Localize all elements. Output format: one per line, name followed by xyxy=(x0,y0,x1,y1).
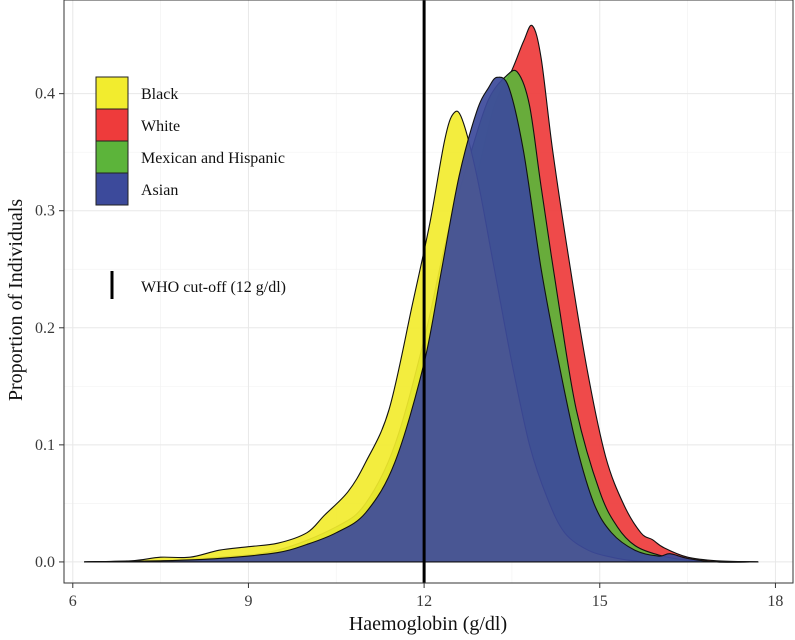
tick-layer: 6 9 12 15 18 0.0 0.1 0.2 0.3 0.4 xyxy=(35,86,783,610)
y-tick-label: 0.4 xyxy=(35,86,55,103)
y-tick-label: 0.3 xyxy=(35,203,55,220)
x-tick-label: 12 xyxy=(416,593,432,610)
x-tick-label: 15 xyxy=(592,593,608,610)
plot-panel-border xyxy=(63,0,794,584)
x-tick-label: 9 xyxy=(244,593,252,610)
y-tick-label: 0.2 xyxy=(35,320,55,337)
x-tick-label: 6 xyxy=(69,593,77,610)
series-layer xyxy=(83,24,759,563)
legend-swatch-asian xyxy=(95,172,129,206)
y-tick-label: 0.0 xyxy=(35,554,55,571)
legend: Black White Mexican and Hispanic Asian W… xyxy=(95,76,286,299)
legend-swatch-black xyxy=(95,76,129,110)
legend-reference-label: WHO cut-off (12 g/dl) xyxy=(141,279,286,296)
legend-label-mexican-hispanic: Mexican and Hispanic xyxy=(141,150,285,167)
legend-label-asian: Asian xyxy=(141,182,178,199)
y-tick-label: 0.1 xyxy=(35,437,55,454)
legend-label-black: Black xyxy=(141,86,178,103)
x-axis-title: Haemoglobin (g/dl) xyxy=(349,613,507,635)
density-area-asian xyxy=(83,76,759,563)
legend-swatch-white xyxy=(95,108,129,142)
legend-swatch-mexican-hispanic xyxy=(95,140,129,174)
y-axis-title: Proportion of Individuals xyxy=(5,199,27,401)
legend-label-white: White xyxy=(141,118,180,135)
x-tick-label: 18 xyxy=(767,593,783,610)
